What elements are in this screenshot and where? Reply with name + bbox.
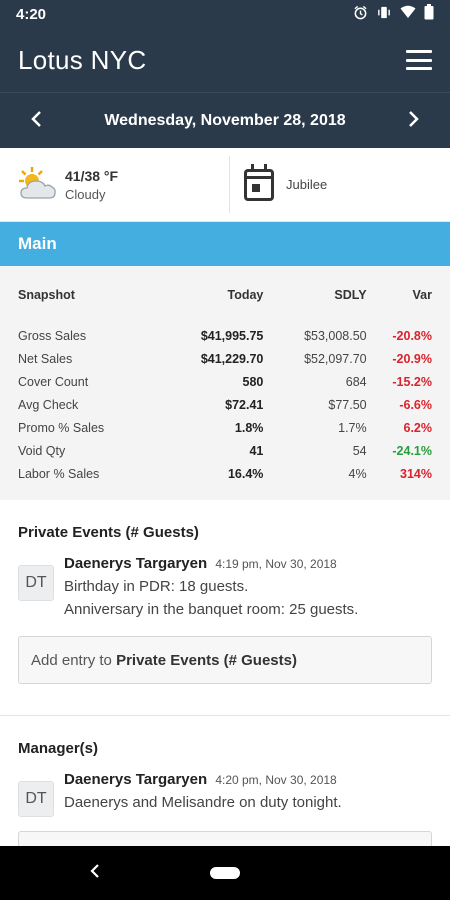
section-divider bbox=[0, 715, 450, 716]
weather-summary: 41/38 °F Cloudy bbox=[0, 156, 230, 213]
managers-title: Manager(s) bbox=[18, 740, 99, 757]
col-header-var: Var bbox=[412, 288, 432, 302]
table-row: Avg Check $72.41 $77.50 -6.6% bbox=[18, 393, 432, 416]
today-value: 1.8% bbox=[234, 421, 264, 435]
add-entry-prefix: Add entry to bbox=[31, 651, 112, 669]
entry-text-line: Anniversary in the banquet room: 25 gues… bbox=[64, 601, 359, 618]
battery-icon bbox=[424, 4, 434, 24]
holiday-info: Jubilee bbox=[230, 148, 450, 221]
status-time: 4:20 bbox=[16, 5, 47, 23]
date-navigator: Wednesday, November 28, 2018 bbox=[0, 92, 450, 148]
row-label: Cover Count bbox=[18, 375, 89, 389]
table-row: Cover Count 580 684 -15.2% bbox=[18, 370, 432, 393]
today-value: $41,995.75 bbox=[200, 329, 264, 343]
system-nav-bar bbox=[0, 846, 450, 900]
home-icon[interactable] bbox=[210, 867, 240, 879]
vibrate-icon bbox=[376, 5, 392, 24]
wifi-icon bbox=[400, 5, 416, 23]
row-label: Labor % Sales bbox=[18, 467, 100, 481]
row-label: Void Qty bbox=[18, 444, 66, 458]
private-events-title: Private Events (# Guests) bbox=[18, 524, 199, 541]
variance-value: -24.1% bbox=[392, 444, 432, 458]
status-icons bbox=[353, 4, 434, 24]
weather-condition: Cloudy bbox=[65, 186, 106, 202]
current-date: Wednesday, November 28, 2018 bbox=[104, 111, 346, 129]
main-section-header: Main bbox=[0, 222, 450, 266]
variance-value: -15.2% bbox=[392, 375, 432, 389]
sdly-value: 1.7% bbox=[338, 421, 367, 435]
table-row: Void Qty 41 54 -24.1% bbox=[18, 439, 432, 462]
today-value: 16.4% bbox=[227, 467, 264, 481]
private-events-section: Private Events (# Guests) DT Daenerys Ta… bbox=[0, 524, 450, 684]
sdly-value: $77.50 bbox=[328, 398, 367, 412]
col-header-today: Today bbox=[227, 288, 264, 302]
sdly-value: $53,008.50 bbox=[304, 329, 367, 343]
snapshot-table: Snapshot Today SDLY Var Gross Sales $41,… bbox=[18, 288, 432, 485]
entry-timestamp: 4:20 pm, Nov 30, 2018 bbox=[215, 773, 337, 787]
entry-text-line: Birthday in PDR: 18 guests. bbox=[64, 578, 249, 595]
snapshot-panel: Snapshot Today SDLY Var Gross Sales $41,… bbox=[0, 266, 450, 500]
variance-value: 6.2% bbox=[403, 421, 433, 435]
status-bar: 4:20 bbox=[0, 0, 450, 28]
weather-temperature: 41/38 °F bbox=[65, 167, 119, 184]
chevron-left-icon[interactable] bbox=[26, 108, 46, 134]
row-label: Gross Sales bbox=[18, 329, 87, 343]
menu-icon[interactable] bbox=[406, 50, 432, 70]
alarm-icon bbox=[353, 5, 368, 24]
sdly-value: $52,097.70 bbox=[304, 352, 367, 366]
back-icon[interactable] bbox=[90, 862, 100, 885]
log-entry: DT Daenerys Targaryen 4:20 pm, Nov 30, 2… bbox=[18, 771, 432, 817]
entry-timestamp: 4:19 pm, Nov 30, 2018 bbox=[215, 557, 337, 571]
entry-author: Daenerys Targaryen bbox=[64, 555, 208, 572]
variance-value: -20.8% bbox=[392, 329, 432, 343]
entry-author: Daenerys Targaryen bbox=[64, 771, 208, 788]
row-label: Promo % Sales bbox=[18, 421, 105, 435]
row-label: Net Sales bbox=[18, 352, 73, 366]
app-bar: Lotus NYC bbox=[0, 28, 450, 92]
sdly-value: 54 bbox=[352, 444, 367, 458]
chevron-right-icon[interactable] bbox=[404, 108, 424, 134]
table-row: Labor % Sales 16.4% 4% 314% bbox=[18, 462, 432, 485]
avatar: DT bbox=[18, 781, 54, 817]
table-row: Net Sales $41,229.70 $52,097.70 -20.9% bbox=[18, 347, 432, 370]
day-info-row: 41/38 °F Cloudy Jubilee bbox=[0, 148, 450, 222]
row-label: Avg Check bbox=[18, 398, 79, 412]
calendar-icon bbox=[244, 163, 274, 201]
holiday-label: Jubilee bbox=[286, 177, 328, 192]
today-value: $72.41 bbox=[225, 398, 264, 412]
cloudy-sun-icon bbox=[18, 165, 58, 205]
col-header-snapshot: Snapshot bbox=[18, 288, 75, 302]
sdly-value: 684 bbox=[345, 375, 367, 389]
variance-value: 314% bbox=[400, 467, 432, 481]
variance-value: -20.9% bbox=[392, 352, 432, 366]
col-header-sdly: SDLY bbox=[334, 288, 367, 302]
app-title: Lotus NYC bbox=[18, 44, 147, 75]
variance-value: -6.6% bbox=[399, 398, 432, 412]
entry-text-line: Daenerys and Melisandre on duty tonight. bbox=[64, 794, 342, 811]
log-entry: DT Daenerys Targaryen 4:19 pm, Nov 30, 2… bbox=[18, 555, 432, 618]
add-entry-field[interactable]: Add entry to Private Events (# Guests) bbox=[18, 636, 432, 684]
today-value: 580 bbox=[242, 375, 264, 389]
sdly-value: 4% bbox=[348, 467, 367, 481]
today-value: $41,229.70 bbox=[200, 352, 264, 366]
today-value: 41 bbox=[249, 444, 264, 458]
table-row: Promo % Sales 1.8% 1.7% 6.2% bbox=[18, 416, 432, 439]
table-row: Gross Sales $41,995.75 $53,008.50 -20.8% bbox=[18, 324, 432, 347]
add-entry-target: Private Events (# Guests) bbox=[116, 651, 297, 669]
avatar: DT bbox=[18, 565, 54, 601]
